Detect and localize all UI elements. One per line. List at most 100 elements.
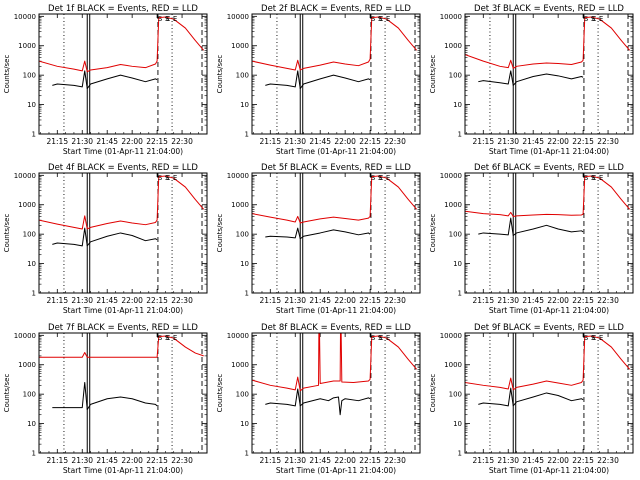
x-axis-label: Start Time (01-Apr-11 21:04:00) [489,147,609,156]
y-tick-label: 1 [458,450,462,458]
y-axis-label: Counts/sec [3,374,11,413]
y-axis-label: Counts/sec [216,214,224,253]
x-axis-label: Start Time (01-Apr-11 21:04:00) [276,466,396,475]
x-tick-label: 22:15 [359,296,381,305]
x-tick-label: 22:00 [547,137,569,146]
x-tick-label: 21:30 [284,137,306,146]
y-axis-label: Counts/sec [429,55,437,94]
x-tick-label: 21:15 [472,296,494,305]
annotation-e: E [379,15,383,23]
y-tick-label: 10000 [227,13,249,21]
x-tick-label: 22:15 [146,137,168,146]
annotation-e: E [379,334,383,342]
x-tick-label: 22:15 [572,456,594,465]
y-tick-label: 1000 [444,361,462,369]
y-tick-label: 1000 [18,361,36,369]
y-tick-label: 10000 [14,332,36,340]
panel-title: Det 4f BLACK = Events, RED = LLD [48,163,198,173]
x-tick-label: 22:00 [121,456,143,465]
x-tick-label: 21:15 [472,137,494,146]
x-tick-label: 22:15 [572,296,594,305]
panel-title: Det 8f BLACK = Events, RED = LLD [261,323,411,333]
x-tick-label: 22:30 [597,456,619,465]
panel-title: Det 1f BLACK = Events, RED = LLD [48,4,198,14]
x-axis-label: Start Time (01-Apr-11 21:04:00) [489,306,609,315]
y-tick-label: 100 [449,231,462,239]
annotation-s: S [158,174,163,182]
y-axis-label: Counts/sec [216,55,224,94]
x-tick-label: 21:45 [522,137,544,146]
x-tick-label: 21:45 [309,296,331,305]
events-series-line [478,217,584,237]
lld-series-line [465,175,631,217]
panel-det-3: Det 3f BLACK = Events, RED = LLD Counts/s… [429,4,634,156]
x-axis-label: Start Time (01-Apr-11 21:04:00) [276,306,396,315]
annotation-e: E [599,174,603,182]
annotation-e: E [386,174,390,182]
annotation-e: E [592,174,596,182]
x-tick-label: 21:15 [259,296,281,305]
annotation-e: E [599,15,603,23]
lld-series-line [39,175,205,230]
plot-frame [464,13,634,135]
lld-series-line [252,16,418,71]
annotation-s: S [371,15,376,23]
y-axis-label: Counts/sec [429,374,437,413]
x-tick-label: 21:15 [46,296,68,305]
x-tick-label: 21:45 [96,456,118,465]
plot-frame [464,172,634,294]
y-tick-label: 1 [32,450,36,458]
x-tick-label: 22:30 [597,137,619,146]
y-tick-label: 1000 [444,42,462,50]
panel-title: Det 3f BLACK = Events, RED = LLD [474,4,624,14]
y-tick-label: 10000 [440,172,462,180]
events-series-line [52,70,158,90]
x-tick-label: 22:15 [146,296,168,305]
annotation-s: S [584,334,589,342]
x-tick-label: 22:00 [334,137,356,146]
annotation-s: S [591,334,596,342]
lld-series-line [252,333,418,392]
y-tick-label: 10 [240,101,249,109]
y-tick-label: 10 [27,101,36,109]
annotation-s: S [158,334,163,342]
x-tick-label: 22:30 [384,456,406,465]
y-tick-label: 1 [245,131,249,139]
y-tick-label: 10 [453,101,462,109]
plot-frame [251,332,421,454]
x-axis-label: Start Time (01-Apr-11 21:04:00) [63,306,183,315]
y-tick-label: 1000 [444,201,462,209]
lld-series-line [465,16,631,69]
y-tick-label: 10 [27,260,36,268]
lld-series-line [465,335,631,391]
panel-title: Det 7f BLACK = Events, RED = LLD [48,323,198,333]
x-tick-label: 21:15 [259,137,281,146]
annotation-e: E [173,15,177,23]
x-tick-label: 22:00 [334,296,356,305]
panel-det-6: Det 6f BLACK = Events, RED = LLD Counts/s… [429,163,634,315]
annotation-s: S [378,174,383,182]
y-tick-label: 10 [240,420,249,428]
y-tick-label: 10000 [440,13,462,21]
panel-det-7: Det 7f BLACK = Events, RED = LLD Counts/s… [3,323,208,475]
y-tick-label: 1000 [231,42,249,50]
x-tick-label: 22:30 [171,137,193,146]
plot-frame [38,332,208,454]
x-tick-label: 22:30 [171,456,193,465]
y-axis-label: Counts/sec [3,214,11,253]
x-tick-label: 22:00 [547,456,569,465]
annotation-e: E [166,334,170,342]
annotation-e: E [173,334,177,342]
x-tick-label: 21:45 [96,296,118,305]
y-tick-label: 100 [236,231,249,239]
panel-det-2: Det 2f BLACK = Events, RED = LLD Counts/s… [216,4,421,156]
plot-frame [251,172,421,294]
x-tick-label: 22:15 [359,456,381,465]
x-tick-label: 21:30 [71,296,93,305]
y-tick-label: 1000 [18,42,36,50]
panel-title: Det 2f BLACK = Events, RED = LLD [261,4,411,14]
x-tick-label: 21:45 [522,296,544,305]
x-tick-label: 22:30 [384,296,406,305]
x-tick-label: 21:30 [284,456,306,465]
y-tick-label: 10 [453,260,462,268]
